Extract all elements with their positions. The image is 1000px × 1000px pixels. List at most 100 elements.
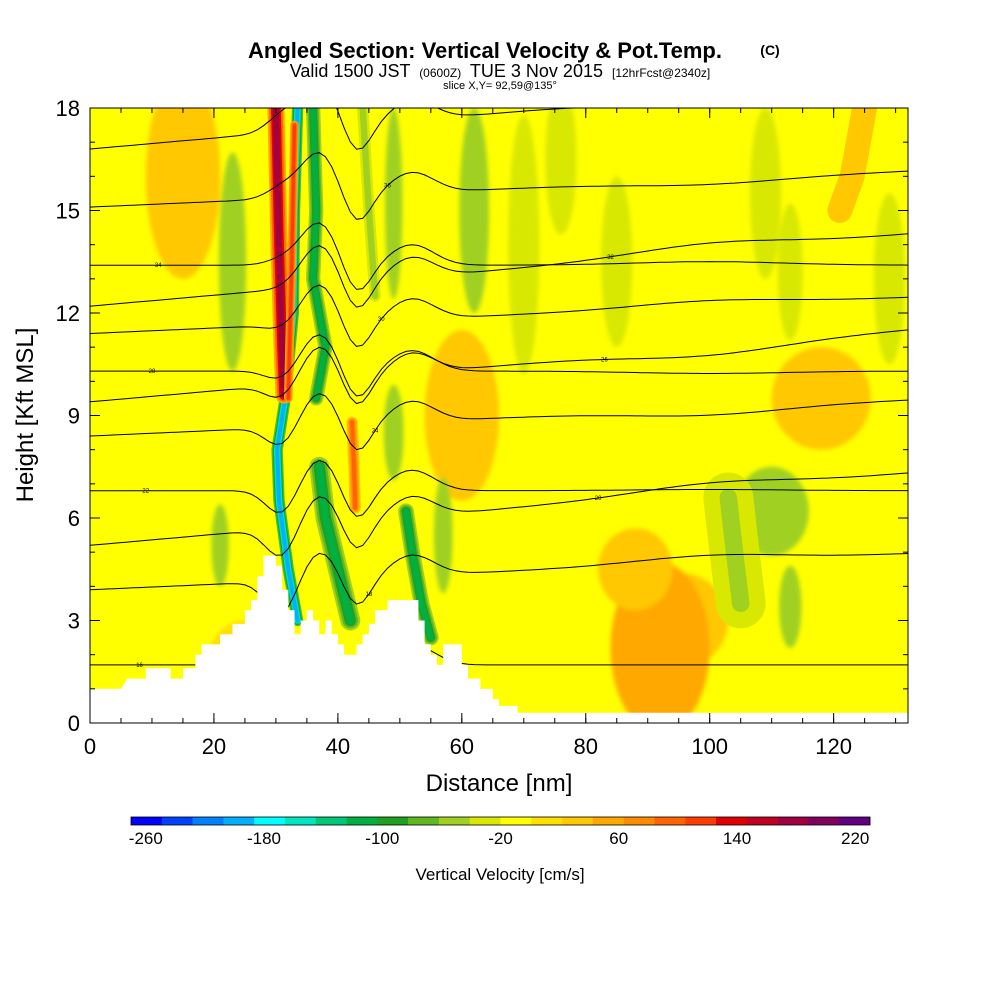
x-axis-title: Distance [nm]: [426, 770, 573, 797]
field-warm-center: [424, 330, 499, 501]
colorbar-swatch: [777, 817, 809, 825]
field-cool-l: [779, 565, 802, 648]
theta-contour-label: 20: [595, 496, 602, 502]
colorbar-tick-label: 220: [841, 829, 869, 848]
theta-contour-label: 18: [366, 592, 373, 598]
svg-text:Valid 1500 JST (0600Z): Valid 1500 JST (0600Z) TUE 3 Nov 2015 [1…: [290, 61, 710, 81]
x-tick-label: 80: [574, 734, 598, 759]
colorbar-frame: [130, 816, 871, 826]
subtitle-date: TUE 3 Nov 2015: [470, 61, 603, 81]
colorbar-swatch: [377, 817, 409, 825]
theta-contour-20: [90, 472, 908, 556]
colorbar-swatch: [685, 817, 717, 825]
field-cool-m: [383, 384, 404, 481]
colorbar-tick-label: -260: [129, 829, 163, 848]
colorbar-swatch: [592, 817, 624, 825]
field-cool-i: [218, 152, 247, 372]
field-cool-f: [777, 203, 803, 341]
field-cool-a: [459, 108, 490, 313]
colorbar-swatch: [469, 817, 501, 825]
x-tick-label: 60: [450, 734, 474, 759]
colorbar-swatch: [654, 817, 686, 825]
updraft-secondary-layer-4: [286, 123, 296, 400]
downdraft-upper-layer-4: [310, 108, 328, 401]
subtitle-valid: Valid 1500 JST: [290, 61, 411, 81]
theta-contour-18: [90, 552, 908, 614]
updraft-right-layer-4: [835, 108, 869, 215]
y-tick-label: 0: [68, 711, 80, 736]
y-tick-label: 15: [56, 199, 80, 224]
field-cool-k: [433, 476, 453, 594]
field-warm-mid2: [598, 528, 673, 611]
colorbar: -260 -180 -100 -20 60 140 220: [129, 816, 871, 848]
colorbar-label: Vertical Velocity [cm/s]: [415, 865, 584, 884]
theta-contour-label: 36: [384, 184, 391, 190]
colorbar-swatch: [623, 817, 655, 825]
colorbar-swatch: [562, 817, 594, 825]
field-cool-n: [384, 108, 403, 300]
downdraft-lower-layer-4: [315, 463, 354, 624]
colorbar-swatch: [346, 817, 378, 825]
theta-contour-label: 26: [601, 357, 608, 363]
chart-title: Angled Section: Vertical Velocity & Pot.…: [248, 38, 722, 63]
theta-contour-26: [90, 329, 908, 405]
theta-contour-24: [90, 393, 908, 451]
x-tick-label: 120: [815, 734, 852, 759]
field-warm-right: [771, 347, 871, 450]
colorbar-swatch: [254, 817, 286, 825]
theta-contour-38: [90, 108, 584, 150]
colorbar-swatch: [131, 817, 163, 825]
field-cool-e: [749, 108, 781, 279]
field-cool-g: [873, 193, 905, 365]
downdraft-center-layer-4: [719, 488, 750, 613]
y-tick-label: 6: [68, 506, 80, 531]
colorbar-swatch: [839, 817, 871, 825]
colorbar-swatch: [223, 817, 255, 825]
colorbar-swatch: [746, 817, 778, 825]
colorbar-swatch: [192, 817, 224, 825]
field-cool-c: [545, 108, 577, 235]
x-tick-label: 100: [691, 734, 728, 759]
theta-contour-34: [90, 222, 908, 290]
y-tick-label: 3: [68, 609, 80, 634]
chart-title-suffix: (C): [760, 42, 779, 58]
theta-contour-32: [90, 233, 908, 308]
subtitle-zulu: (0600Z): [419, 66, 461, 80]
theta-contour-30: [90, 284, 908, 347]
y-axis-title: Height [Kft MSL]: [12, 328, 39, 503]
field-cool-j: [211, 504, 229, 587]
theta-contour-label: 24: [372, 428, 379, 434]
colorbar-swatch: [500, 817, 532, 825]
field-warm-top: [145, 108, 221, 279]
colorbar-swatch: [315, 817, 347, 825]
theta-contour-22: [90, 459, 908, 517]
x-tick-label: 40: [326, 734, 350, 759]
colorbar-swatch: [161, 817, 193, 825]
colorbar-tick-label: 60: [609, 829, 628, 848]
theta-contour-36: [90, 152, 908, 220]
colorbar-tick-label: 140: [723, 829, 751, 848]
slice-label: slice X,Y= 92,59@135°: [443, 80, 557, 92]
strong-updraft-main-layer-4: [272, 108, 287, 398]
theta-contour-label: 16: [136, 663, 143, 669]
colorbar-tick-label: -100: [365, 829, 399, 848]
terrain-mask: [90, 555, 908, 723]
y-tick-label: 18: [56, 96, 80, 121]
theta-contour-label: 32: [607, 255, 614, 261]
colorbar-swatch: [808, 817, 840, 825]
downdraft-far-layer-4: [403, 508, 434, 641]
theta-contour-28: [90, 334, 908, 397]
updraft-mid-layer-4: [350, 420, 358, 510]
colorbar-swatch: [531, 817, 563, 825]
y-tick-label: 9: [68, 404, 80, 429]
field-cool-b: [508, 114, 540, 375]
y-tick-label: 12: [56, 301, 80, 326]
theta-contour-label: 22: [142, 489, 149, 495]
colorbar-tick-label: -20: [488, 829, 513, 848]
theta-contour-label: 28: [149, 369, 156, 375]
x-tick-label: 20: [202, 734, 226, 759]
theta-contour-label: 30: [378, 317, 385, 323]
colorbar-swatch: [438, 817, 471, 825]
